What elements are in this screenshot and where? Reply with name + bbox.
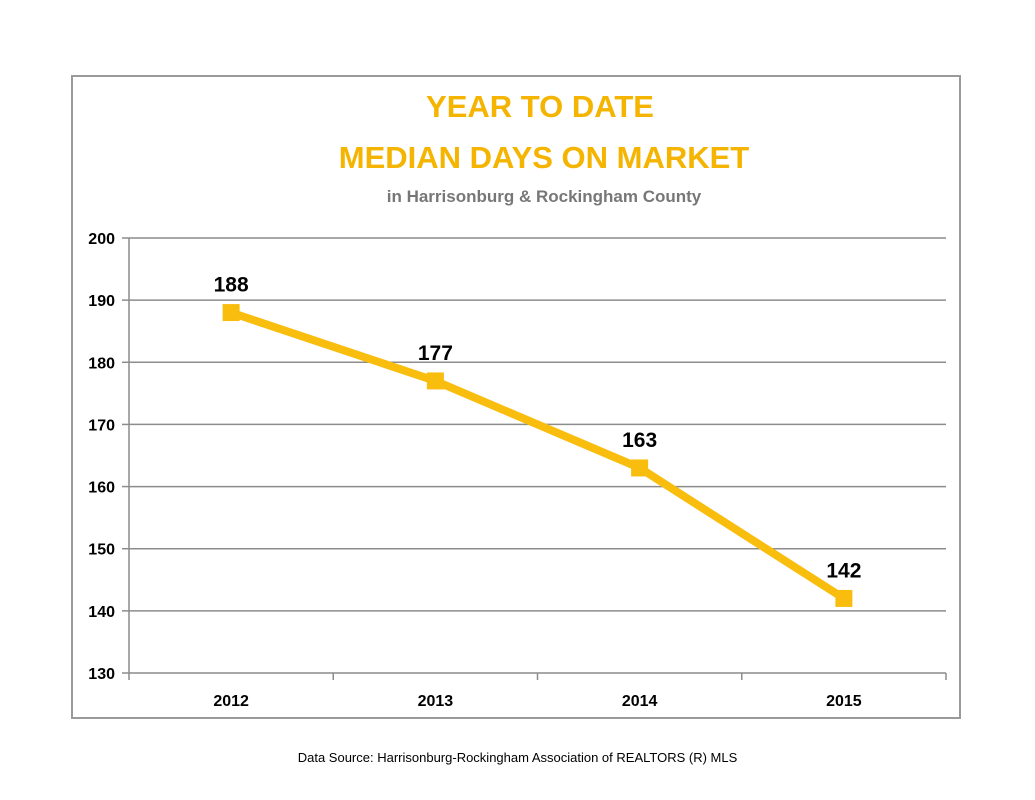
data-label-2015: 142 <box>826 559 861 582</box>
chart-frame <box>71 75 961 719</box>
y-tick-label-190: 190 <box>88 293 115 310</box>
data-label-2012: 188 <box>214 274 249 297</box>
x-tick-label-2015: 2015 <box>826 693 862 710</box>
data-label-2014: 163 <box>622 429 657 452</box>
chart-title-line-1: YEAR TO DATE <box>426 89 654 124</box>
x-tick-label-2013: 2013 <box>418 693 454 710</box>
y-tick-label-160: 160 <box>88 480 115 497</box>
y-tick-label-200: 200 <box>88 231 115 248</box>
y-tick-label-170: 170 <box>88 417 115 434</box>
data-label-2013: 177 <box>418 342 453 365</box>
y-tick-label-150: 150 <box>88 542 115 559</box>
data-point-2015 <box>835 589 853 607</box>
data-source-note: Data Source: Harrisonburg-Rockingham Ass… <box>297 750 738 765</box>
chart-title-line-2: MEDIAN DAYS ON MARKET <box>339 140 750 175</box>
y-tick-label-180: 180 <box>88 355 115 372</box>
data-point-2014 <box>631 459 649 477</box>
y-tick-label-140: 140 <box>88 604 115 621</box>
x-tick-label-2012: 2012 <box>213 693 249 710</box>
chart-subtitle: in Harrisonburg & Rockingham County <box>387 187 702 206</box>
x-tick-label-2014: 2014 <box>622 693 658 710</box>
series-line <box>229 308 847 602</box>
data-point-2013 <box>426 372 444 390</box>
y-tick-label-130: 130 <box>88 666 115 683</box>
data-point-2012 <box>222 304 240 322</box>
